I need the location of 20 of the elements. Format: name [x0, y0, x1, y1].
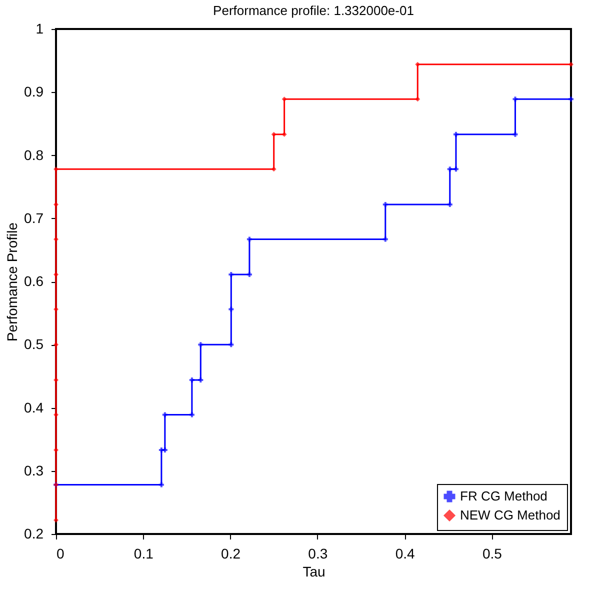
y-axis-title: Perfomance Profile — [4, 222, 20, 342]
legend-label: NEW CG Method — [460, 508, 560, 522]
y-tick-label: 0.6 — [24, 273, 44, 289]
x-tick-label: 0.2 — [221, 546, 241, 562]
chart-title: Performance profile: 1.332000e-01 — [213, 3, 414, 18]
y-tick-label: 0.5 — [24, 336, 44, 352]
y-tick-label: 0.2 — [24, 526, 44, 542]
y-tick-label: 0.8 — [24, 146, 44, 163]
x-tick-label: 0.5 — [482, 546, 502, 562]
y-tick-label: 0.4 — [24, 399, 44, 416]
x-tick-label: 0.3 — [308, 546, 328, 562]
x-tick-label: 0.1 — [134, 546, 154, 562]
legend-label: FR CG Method — [460, 488, 548, 504]
y-tick-label: 0.7 — [24, 210, 44, 226]
x-tick-label: 0.4 — [395, 546, 416, 562]
x-axis-title: Tau — [302, 564, 326, 580]
y-tick-label: 1 — [36, 20, 44, 36]
y-tick-label: 0.3 — [24, 462, 44, 478]
x-tick-label: 0 — [56, 546, 64, 562]
y-tick-label: 0.9 — [24, 84, 44, 100]
